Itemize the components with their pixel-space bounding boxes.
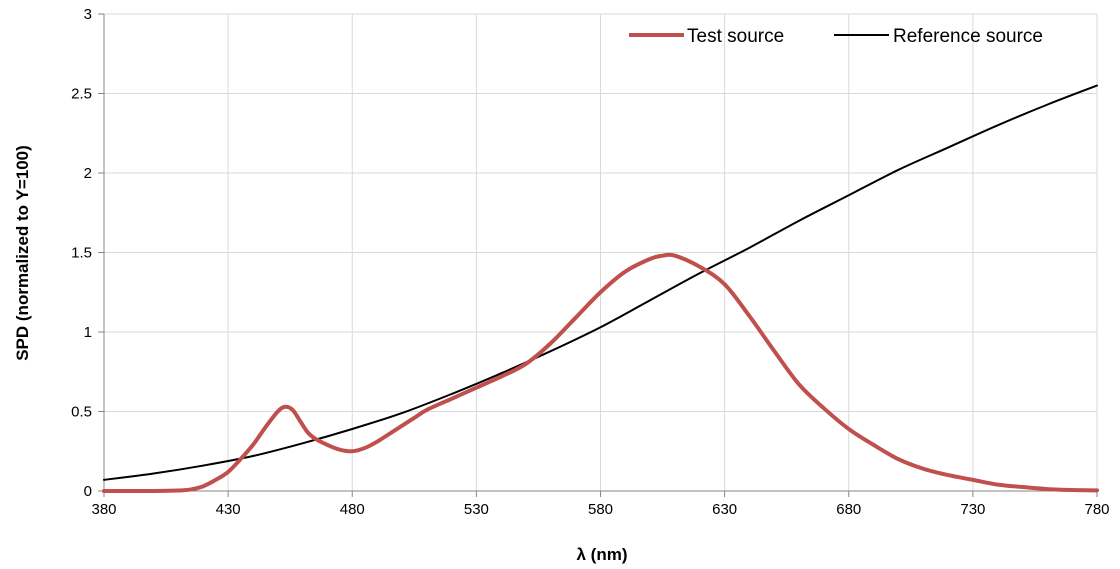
y-tick-label: 0 [84,483,92,500]
series-line-reference-source [103,84,1098,481]
y-tick-label: 1 [84,324,92,341]
x-tick-label: 430 [216,501,241,518]
gridlines [104,13,1098,491]
y-tick-label: 2.5 [71,86,92,103]
legend-label-reference-source: Reference source [893,26,1043,47]
y-tick-label: 1.5 [71,245,92,262]
y-tick-label: 0.5 [71,404,92,421]
x-tick-label: 530 [464,501,489,518]
x-tick-label: 480 [340,501,365,518]
axes [98,13,1098,497]
legend: Test source Reference source [629,26,1043,47]
tick-labels: 380 430 480 530 580 630 680 730 780 0 0.5 1 1.5 2 2.5 3 [71,6,1109,518]
x-tick-label: 630 [712,501,737,518]
x-axis-title: λ (nm) [577,545,628,564]
x-tick-label: 780 [1084,501,1109,518]
x-tick-label: 580 [588,501,613,518]
x-tick-label: 680 [836,501,861,518]
x-tick-label: 380 [91,501,116,518]
legend-label-test-source: Test source [687,26,784,47]
plot-area [102,84,1099,494]
series-line-test-source [102,252,1099,494]
y-tick-label: 3 [84,6,92,23]
y-axis-title: SPD (normalized to Y=100) [13,145,32,361]
y-tick-label: 2 [84,165,92,182]
x-tick-label: 730 [960,501,985,518]
